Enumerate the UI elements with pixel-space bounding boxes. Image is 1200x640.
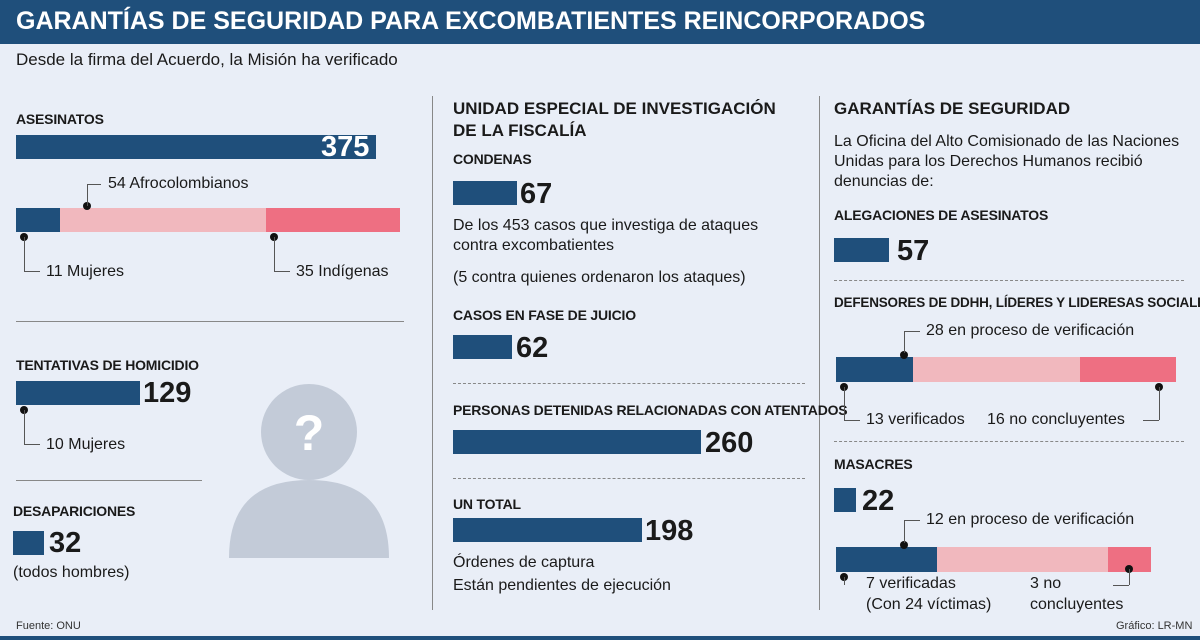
mujeres-leader	[24, 237, 25, 271]
total-bar	[453, 518, 642, 542]
title-banner	[0, 0, 1200, 44]
separator	[453, 383, 805, 384]
column-separator	[819, 96, 820, 610]
juicio-label: CASOS EN FASE DE JUICIO	[453, 307, 636, 323]
total-desc2: Están pendientes de ejecución	[453, 577, 671, 594]
condenas-label: CONDENAS	[453, 151, 532, 167]
indigenas-leader	[274, 271, 290, 272]
separator	[453, 478, 805, 479]
masacres-no-concl-2: concluyentes	[1030, 596, 1124, 613]
asesinatos-label: ASESINATOS	[16, 111, 104, 127]
condenas-value: 67	[520, 178, 553, 210]
mujeres-segment	[16, 208, 60, 232]
afro-segment	[60, 208, 266, 232]
asesinatos-bar	[16, 135, 376, 159]
afro-leader	[87, 184, 101, 185]
middle-heading: UNIDAD ESPECIAL DE INVESTIGACIÓN DE LA F…	[453, 99, 776, 140]
mujeres-leader	[24, 271, 40, 272]
verificados-leader	[844, 387, 845, 420]
verificados-segment	[836, 357, 913, 382]
condenas-desc: De los 453 casos que investiga de ataque…	[453, 217, 759, 254]
desapariciones-note: (todos hombres)	[13, 564, 130, 581]
no-concluyentes-leader	[1143, 420, 1159, 421]
masacres-proceso-leader	[904, 520, 905, 543]
masacres-proceso-marker	[900, 541, 908, 549]
masacres-no-concluyentes-leader	[1113, 585, 1129, 586]
page-title: GARANTÍAS DE SEGURIDAD PARA EXCOMBATIENT…	[16, 7, 926, 35]
afro-marker	[83, 202, 91, 210]
tentativas-leader	[24, 444, 40, 445]
asesinatos-value: 375	[321, 131, 370, 163]
juicio-value: 62	[516, 332, 549, 364]
afro-leader	[87, 184, 88, 206]
alegaciones-value: 57	[897, 235, 930, 267]
masacres-no-concluyentes-leader	[1129, 569, 1130, 585]
subtitle: Desde la firma del Acuerdo, la Misión ha…	[16, 50, 398, 69]
condenas-bar	[453, 181, 517, 205]
right-heading: GARANTÍAS DE SEGURIDAD	[834, 99, 1071, 118]
detenidas-bar	[453, 430, 701, 454]
separator	[16, 480, 202, 481]
indigenas-segment	[266, 208, 400, 232]
indigenas-label: 35 Indígenas	[296, 263, 389, 280]
tentativas-leader	[24, 410, 25, 444]
masacres-proceso-segment	[937, 547, 1108, 572]
total-desc1: Órdenes de captura	[453, 554, 595, 571]
alegaciones-label: ALEGACIONES DE ASESINATOS	[834, 207, 1049, 223]
masacres-label: MASACRES	[834, 456, 913, 472]
tentativas-label: TENTATIVAS DE HOMICIDIO	[16, 357, 199, 373]
tentativas-value: 129	[143, 377, 192, 409]
proceso-marker	[900, 351, 908, 359]
total-label: UN TOTAL	[453, 496, 521, 512]
source-note: Fuente: ONU	[16, 620, 81, 632]
mujeres-label: 11 Mujeres	[46, 263, 124, 280]
desapariciones-bar	[13, 531, 44, 555]
juicio-bar	[453, 335, 512, 359]
condenas-desc2: (5 contra quienes ordenaron los ataques)	[453, 269, 746, 286]
masacres-bar	[834, 488, 856, 512]
masacres-proceso-leader	[904, 520, 920, 521]
separator	[834, 280, 1184, 281]
defensores-no-concluyentes: 16 no concluyentes	[987, 411, 1125, 428]
no-concluyentes-segment	[1080, 357, 1176, 382]
svg-text:?: ?	[294, 405, 325, 461]
proceso-leader	[904, 331, 920, 332]
total-value: 198	[645, 515, 694, 547]
proceso-leader	[904, 331, 905, 353]
masacres-value: 22	[862, 485, 895, 517]
tentativas-note: 10 Mujeres	[46, 436, 126, 453]
defensores-label: DEFENSORES DE DDHH, LÍDERES Y LIDERESAS …	[834, 295, 1200, 310]
no-concluyentes-leader	[1159, 387, 1160, 420]
masacres-no-concl-1: 3 no	[1030, 575, 1062, 592]
alegaciones-bar	[834, 238, 889, 262]
masacres-verificadas: 7 verificadas	[866, 575, 956, 592]
proceso-segment	[913, 357, 1080, 382]
verificados-leader	[844, 420, 860, 421]
masacres-victimas: (Con 24 víctimas)	[866, 596, 992, 613]
right-intro: La Oficina del Alto Comisionado de las N…	[834, 133, 1180, 190]
indigenas-leader	[274, 237, 275, 271]
detenidas-label: PERSONAS DETENIDAS RELACIONADAS CON ATEN…	[453, 402, 848, 418]
masacres-proceso: 12 en proceso de verificación	[926, 511, 1135, 528]
separator	[834, 441, 1184, 442]
afro-label: 54 Afrocolombianos	[108, 175, 249, 192]
unknown-person-icon: ?	[229, 384, 389, 558]
desapariciones-label: DESAPARICIONES	[13, 503, 136, 519]
credit-note: Gráfico: LR-MN	[1116, 620, 1193, 632]
defensores-proceso: 28 en proceso de verificación	[926, 322, 1135, 339]
defensores-verificados: 13 verificados	[866, 411, 965, 428]
footer-line	[0, 636, 1200, 640]
tentativas-bar	[16, 381, 140, 405]
verificadas-leader	[844, 577, 845, 585]
column-separator	[432, 96, 433, 610]
detenidas-value: 260	[705, 427, 754, 459]
verificadas-segment	[836, 547, 937, 572]
desapariciones-value: 32	[49, 527, 82, 559]
separator	[16, 321, 404, 322]
